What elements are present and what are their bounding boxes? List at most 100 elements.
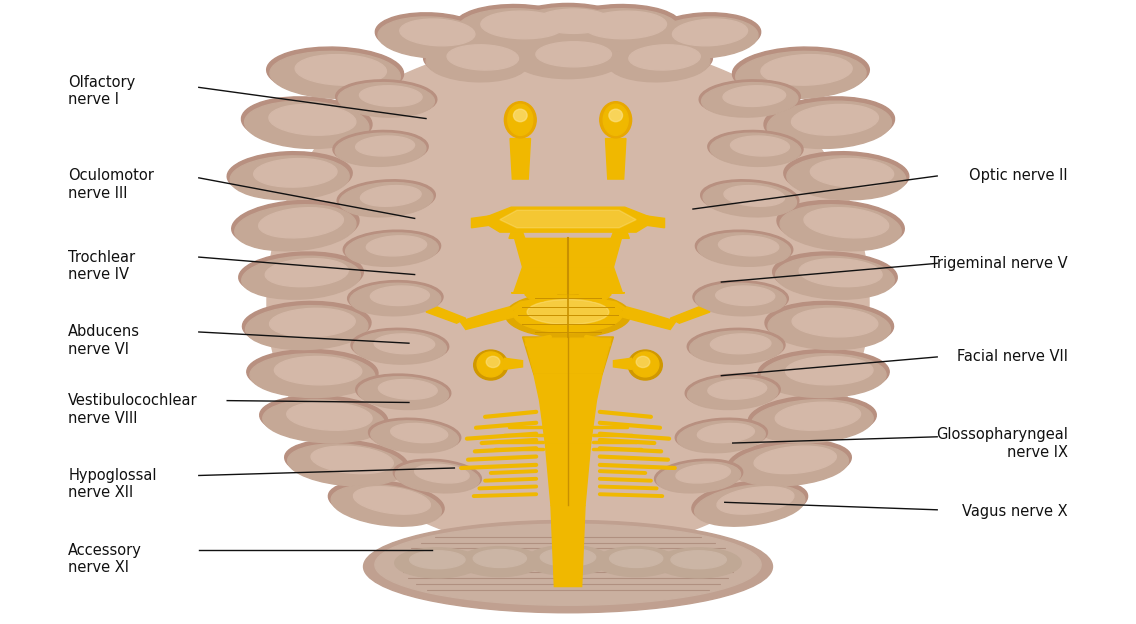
Ellipse shape: [541, 548, 595, 566]
Ellipse shape: [343, 230, 441, 265]
Ellipse shape: [395, 462, 479, 493]
Ellipse shape: [353, 487, 431, 514]
Ellipse shape: [370, 421, 459, 453]
Ellipse shape: [804, 208, 888, 238]
Ellipse shape: [710, 334, 771, 354]
Ellipse shape: [356, 374, 451, 409]
Polygon shape: [504, 358, 523, 369]
Polygon shape: [540, 401, 596, 443]
Ellipse shape: [730, 136, 790, 156]
Text: Glossopharyngeal
nerve IX: Glossopharyngeal nerve IX: [936, 427, 1068, 460]
Ellipse shape: [395, 548, 481, 578]
Ellipse shape: [448, 45, 518, 70]
Ellipse shape: [722, 85, 786, 107]
Ellipse shape: [459, 547, 541, 577]
Ellipse shape: [595, 547, 677, 577]
Ellipse shape: [269, 308, 356, 337]
Ellipse shape: [287, 444, 406, 486]
Ellipse shape: [792, 104, 878, 135]
Ellipse shape: [508, 104, 533, 135]
Ellipse shape: [339, 82, 434, 117]
Ellipse shape: [736, 51, 866, 99]
Ellipse shape: [768, 306, 891, 349]
Ellipse shape: [481, 11, 565, 39]
Polygon shape: [460, 307, 518, 329]
Ellipse shape: [784, 152, 909, 198]
Ellipse shape: [331, 485, 442, 526]
Ellipse shape: [239, 252, 364, 297]
Ellipse shape: [454, 4, 579, 49]
Ellipse shape: [364, 520, 772, 613]
Ellipse shape: [269, 104, 356, 135]
Ellipse shape: [242, 301, 371, 348]
Ellipse shape: [654, 459, 743, 492]
Ellipse shape: [477, 352, 504, 377]
Ellipse shape: [772, 252, 897, 297]
Ellipse shape: [393, 459, 482, 492]
Ellipse shape: [786, 356, 872, 385]
Ellipse shape: [560, 9, 678, 51]
Ellipse shape: [370, 286, 429, 306]
Ellipse shape: [687, 328, 785, 363]
Ellipse shape: [693, 281, 788, 314]
Ellipse shape: [733, 47, 869, 97]
Ellipse shape: [270, 51, 400, 99]
Ellipse shape: [474, 550, 526, 567]
Ellipse shape: [244, 101, 369, 149]
Ellipse shape: [703, 182, 796, 217]
Text: Trigeminal nerve V: Trigeminal nerve V: [930, 256, 1068, 271]
Ellipse shape: [749, 396, 876, 441]
Ellipse shape: [260, 396, 387, 441]
Polygon shape: [509, 232, 525, 238]
Ellipse shape: [410, 551, 465, 568]
Ellipse shape: [366, 236, 427, 256]
Ellipse shape: [359, 85, 423, 107]
Ellipse shape: [695, 283, 786, 316]
Ellipse shape: [695, 230, 793, 265]
Ellipse shape: [603, 104, 628, 135]
Ellipse shape: [698, 233, 791, 266]
Ellipse shape: [694, 485, 805, 526]
Ellipse shape: [360, 185, 421, 207]
Polygon shape: [426, 307, 466, 323]
Ellipse shape: [810, 158, 894, 187]
Ellipse shape: [557, 4, 682, 49]
Polygon shape: [579, 282, 611, 301]
Ellipse shape: [426, 43, 528, 82]
Polygon shape: [510, 139, 531, 179]
Ellipse shape: [751, 400, 874, 442]
Ellipse shape: [792, 308, 878, 337]
Ellipse shape: [375, 13, 488, 56]
Ellipse shape: [345, 233, 438, 266]
Ellipse shape: [677, 421, 766, 453]
Ellipse shape: [765, 301, 894, 348]
Ellipse shape: [717, 487, 794, 514]
Polygon shape: [500, 210, 636, 228]
Ellipse shape: [511, 36, 625, 77]
Ellipse shape: [265, 259, 349, 286]
Ellipse shape: [690, 331, 783, 364]
Ellipse shape: [728, 440, 851, 484]
Ellipse shape: [227, 152, 352, 198]
Ellipse shape: [710, 133, 801, 167]
Text: Olfactory
nerve I: Olfactory nerve I: [68, 75, 135, 107]
Polygon shape: [513, 267, 623, 293]
Ellipse shape: [536, 9, 611, 34]
Ellipse shape: [699, 80, 801, 116]
Ellipse shape: [525, 545, 611, 575]
Polygon shape: [525, 338, 611, 373]
Ellipse shape: [628, 350, 662, 380]
Polygon shape: [479, 207, 657, 232]
Ellipse shape: [708, 130, 803, 165]
Polygon shape: [605, 139, 626, 179]
Ellipse shape: [351, 328, 449, 363]
Ellipse shape: [356, 136, 415, 156]
Ellipse shape: [350, 283, 441, 316]
Ellipse shape: [353, 331, 446, 364]
Text: Optic nerve II: Optic nerve II: [969, 168, 1068, 183]
Ellipse shape: [651, 17, 758, 58]
Ellipse shape: [761, 54, 852, 85]
Ellipse shape: [671, 551, 726, 568]
Ellipse shape: [458, 9, 576, 51]
Polygon shape: [613, 358, 632, 369]
